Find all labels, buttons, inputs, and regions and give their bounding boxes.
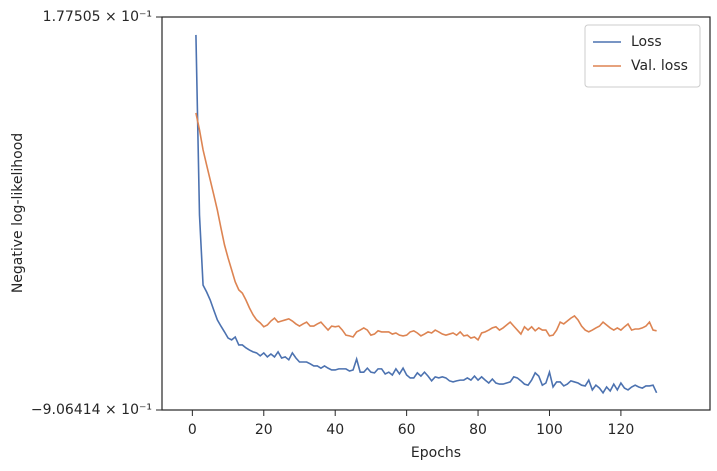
x-tick-label: 40 <box>326 422 344 438</box>
x-axis-label: Epochs <box>411 445 461 461</box>
series-line <box>195 34 658 395</box>
series-line <box>195 112 657 342</box>
x-tick-label: 100 <box>536 422 563 438</box>
x-tick-label: 0 <box>188 422 197 438</box>
x-tick-label: 20 <box>255 422 273 438</box>
legend-label: Val. loss <box>631 58 688 74</box>
legend-box <box>584 24 701 88</box>
x-tick-label: 80 <box>469 422 487 438</box>
x-tick-label: 60 <box>398 422 416 438</box>
y-axis-label: Negative log-likelihood <box>10 133 26 293</box>
x-tick-label: 120 <box>608 422 635 438</box>
legend-label: Loss <box>631 34 662 50</box>
y-tick-label: −9.06414 × 10⁻¹ <box>31 402 152 418</box>
y-tick-label: 1.77505 × 10⁻¹ <box>43 9 152 25</box>
legend: Loss Val. loss <box>584 24 701 88</box>
plot-frame <box>161 16 711 411</box>
